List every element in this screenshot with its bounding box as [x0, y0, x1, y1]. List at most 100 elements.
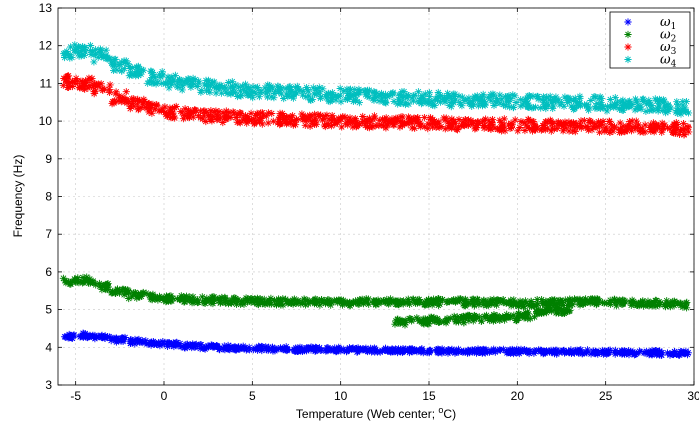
data-point	[176, 295, 184, 303]
data-point	[421, 315, 429, 323]
y-tick-label: 8	[45, 190, 52, 204]
data-point	[352, 120, 360, 128]
data-point	[552, 309, 560, 317]
data-point	[80, 84, 88, 92]
data-point	[63, 49, 71, 58]
data-point	[375, 116, 383, 124]
data-point	[302, 301, 310, 309]
data-point	[414, 315, 422, 323]
data-point	[372, 301, 380, 309]
data-point	[373, 93, 381, 101]
data-point	[509, 91, 517, 99]
data-point	[543, 298, 551, 306]
data-point	[282, 85, 290, 93]
data-point	[485, 117, 493, 125]
data-point	[462, 297, 470, 305]
data-point	[549, 104, 557, 112]
data-point	[417, 123, 425, 131]
data-point	[430, 117, 438, 125]
data-point	[453, 313, 461, 321]
data-point	[148, 69, 156, 77]
data-point	[481, 312, 489, 320]
data-point	[185, 75, 193, 83]
data-point	[239, 342, 247, 350]
data-point	[147, 341, 155, 349]
data-point	[649, 350, 657, 358]
data-point	[306, 113, 315, 121]
data-point	[270, 89, 278, 98]
data-point	[514, 314, 523, 322]
data-point	[410, 346, 418, 354]
data-point	[327, 301, 335, 309]
data-point	[168, 73, 176, 81]
data-point	[589, 123, 597, 131]
data-point	[170, 342, 178, 351]
data-point	[522, 299, 530, 307]
data-point	[285, 83, 293, 91]
data-point	[639, 302, 647, 310]
data-point	[179, 115, 187, 123]
data-point	[401, 321, 409, 329]
data-point	[211, 108, 219, 116]
data-point	[352, 96, 360, 104]
data-point	[466, 99, 474, 107]
data-point	[425, 89, 433, 97]
data-point	[250, 299, 258, 307]
data-point	[611, 94, 619, 102]
data-point	[460, 301, 468, 309]
data-point	[636, 103, 644, 111]
data-point	[492, 316, 500, 324]
data-point	[234, 111, 242, 119]
data-point	[365, 300, 373, 308]
data-point	[476, 299, 484, 307]
data-point	[546, 347, 554, 355]
data-point	[351, 116, 359, 124]
data-point	[497, 125, 505, 133]
data-point	[553, 346, 561, 354]
data-point	[500, 298, 508, 307]
data-point	[327, 96, 335, 104]
data-point	[554, 300, 562, 308]
data-point	[106, 81, 114, 89]
data-point	[276, 121, 284, 129]
data-point	[149, 338, 157, 346]
data-point	[394, 95, 403, 103]
data-point	[588, 295, 597, 303]
data-point	[553, 96, 561, 104]
data-point	[349, 97, 357, 105]
data-point	[166, 104, 174, 112]
data-point	[631, 350, 639, 358]
data-point	[256, 118, 264, 126]
data-point	[218, 83, 226, 91]
data-point	[628, 123, 636, 131]
data-point	[528, 127, 537, 135]
data-point	[578, 350, 586, 358]
data-point	[488, 116, 497, 124]
data-point	[210, 83, 218, 91]
data-point	[560, 349, 569, 357]
data-point	[417, 100, 425, 108]
data-point	[479, 97, 487, 105]
data-point	[593, 104, 601, 112]
data-point	[59, 274, 67, 282]
data-point	[79, 332, 87, 341]
data-point	[267, 300, 275, 308]
data-point	[182, 76, 190, 84]
data-point	[623, 127, 631, 135]
data-point	[411, 91, 419, 99]
data-point	[292, 121, 300, 129]
data-point	[184, 109, 192, 118]
data-point	[512, 98, 520, 107]
data-point	[421, 123, 429, 131]
data-point	[425, 349, 433, 357]
data-point	[537, 104, 545, 112]
data-point	[360, 87, 368, 95]
data-point	[616, 119, 624, 127]
data-point	[70, 331, 78, 339]
legend-marker	[624, 30, 632, 39]
data-point	[491, 124, 499, 132]
data-point	[139, 66, 147, 74]
data-point	[370, 88, 378, 96]
data-point	[197, 88, 205, 96]
data-point	[169, 339, 177, 347]
